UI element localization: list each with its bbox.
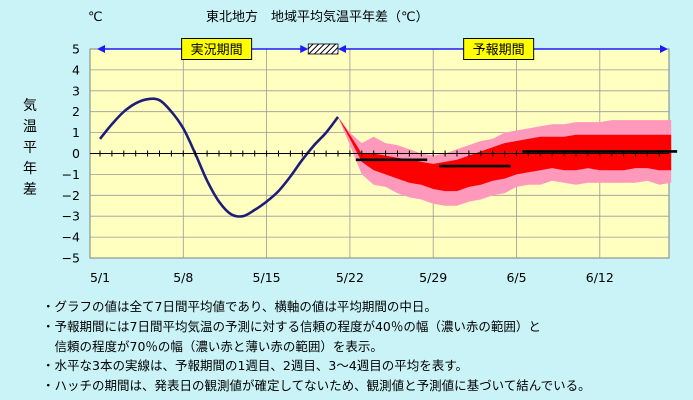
y-axis-label: 気温平年差	[23, 98, 37, 198]
arrow-head-left-icon	[338, 45, 346, 53]
note-line: ・水平な3本の実線は、予報期間の1週目、2週目、3〜4週目の平均を表す。	[42, 358, 469, 374]
y-axis-label-char: 年	[23, 161, 37, 177]
y-axis-label-char: 温	[23, 119, 37, 135]
axes: 5 4 3 2 1 0 −1 −2 −3 −4 −5 5/1 5/8 5/15 5/22 5/29 6/5 6/1…	[62, 42, 669, 285]
y-tick-label: 3	[72, 83, 80, 98]
y-axis-label-char: 平	[23, 140, 37, 156]
y-tick-label: −1	[62, 167, 80, 182]
hatch-period-bar	[307, 43, 339, 55]
note-line: ・グラフの値は全て7日間平均値であり、横軸の値は平均期間の中日。	[42, 299, 437, 314]
chart-notes: ・グラフの値は全て7日間平均値であり、横軸の値は平均期間の中日。 ・予報期間には…	[42, 297, 687, 396]
note-line: ・ハッチの期間は、発表日の観測値が確定してないため、観測値と予測値に基づいて結ん…	[42, 378, 591, 394]
note-line: 信頼の程度が70％の幅（濃い赤と薄い赤の範囲）を表示。	[42, 338, 383, 354]
y-tick-label: 0	[72, 146, 80, 161]
chart-title: 東北地方 地域平均気温平年差（℃）	[206, 9, 429, 25]
x-tick-label: 5/1	[90, 270, 110, 285]
arrow-head-left-icon	[97, 45, 105, 53]
arrow-head-right-icon	[660, 45, 668, 53]
x-tick-label: 6/5	[506, 270, 526, 285]
observed-line	[98, 97, 340, 218]
forecast-period-box	[463, 38, 535, 60]
arrow-head-right-icon	[300, 45, 309, 53]
x-tick-label: 5/8	[173, 270, 193, 285]
y-tick-label: −5	[62, 251, 80, 266]
y-tick-label: 5	[72, 42, 80, 57]
x-tick-label: 5/15	[253, 270, 281, 285]
observed-period-label: 実況期間	[191, 42, 243, 58]
note-line: ・予報期間には7日間平均気温の予測に対する信頼の程度が40％の幅（濃い赤の範囲）…	[42, 318, 541, 334]
y-tick-label: 4	[72, 62, 80, 77]
x-tick-label: 6/12	[586, 270, 614, 285]
y-tick-label: −2	[62, 188, 80, 203]
y-tick-label: 2	[72, 104, 80, 119]
x-tick-label: 5/29	[419, 270, 447, 285]
observed-period-box	[181, 38, 253, 60]
y-axis-label-char: 気	[23, 98, 37, 114]
y-axis-label-char: 差	[23, 182, 37, 198]
y-tick-label: −3	[62, 209, 80, 224]
y-tick-label: −4	[62, 230, 80, 245]
x-tick-label: 5/22	[336, 270, 364, 285]
unit-label: ℃	[88, 10, 103, 25]
y-tick-label: 1	[72, 125, 80, 140]
forecast-period-label: 予報期間	[473, 43, 525, 58]
period-markers: 実況期間 予報期間	[97, 38, 668, 60]
